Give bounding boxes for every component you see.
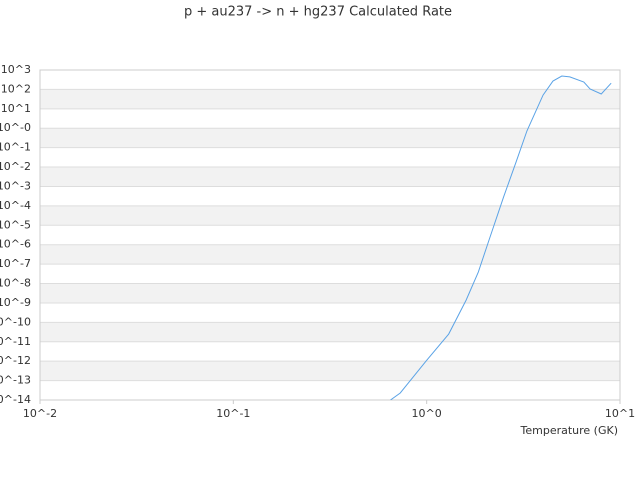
grid-band: [40, 128, 620, 148]
x-axis-label: Temperature (GK): [520, 424, 619, 437]
y-tick-label: 10^1: [1, 102, 31, 115]
y-tick-label: 10^-2: [0, 160, 31, 173]
y-tick-label: 10^-7: [0, 257, 31, 270]
grid-band: [40, 244, 620, 265]
x-tick-label: 10^1: [605, 407, 635, 420]
grid-band: [40, 167, 620, 187]
chart-title: p + au237 -> n + hg237 Calculated Rate: [184, 5, 452, 20]
plot-marks: [390, 75, 612, 400]
grid-band: [40, 205, 620, 226]
y-tick-label: 10^-11: [0, 335, 31, 348]
grid-band: [40, 283, 620, 303]
y-tick-label: 10^2: [1, 82, 31, 95]
data-line: [390, 75, 612, 400]
grid-band: [40, 322, 620, 342]
y-tick-label: 10^-4: [0, 199, 31, 212]
grid-band: [40, 361, 620, 381]
y-tick-label: 10^-12: [0, 354, 31, 367]
y-tick-label: 10^-8: [0, 277, 31, 290]
y-tick-label: 10^-10: [0, 315, 31, 328]
x-tick-label: 10^-2: [23, 407, 57, 420]
plot-bands: [40, 89, 620, 381]
y-tick-label: 10^-5: [0, 218, 31, 231]
y-tick-label: 10^-3: [0, 179, 31, 192]
y-tick-label: 10^-1: [0, 141, 31, 154]
x-tick-label: 10^-1: [216, 407, 250, 420]
axis-labels: 10^3 10^2 10^1 10^-0 10^-1 10^-2 10^-3 10^-4 10^…: [0, 63, 635, 420]
plot-frame: [39, 69, 621, 401]
y-tick-label: 10^-9: [0, 296, 31, 309]
y-tick-label: 10^-6: [0, 238, 31, 251]
y-tick-label: 10^-13: [0, 374, 31, 387]
grid: [39, 69, 621, 404]
y-tick-label: 10^-14: [0, 393, 31, 406]
x-tick-label: 10^0: [412, 407, 442, 420]
grid-band: [40, 89, 620, 109]
y-tick-label: 10^3: [1, 63, 31, 76]
y-tick-label: 10^-0: [0, 121, 31, 134]
